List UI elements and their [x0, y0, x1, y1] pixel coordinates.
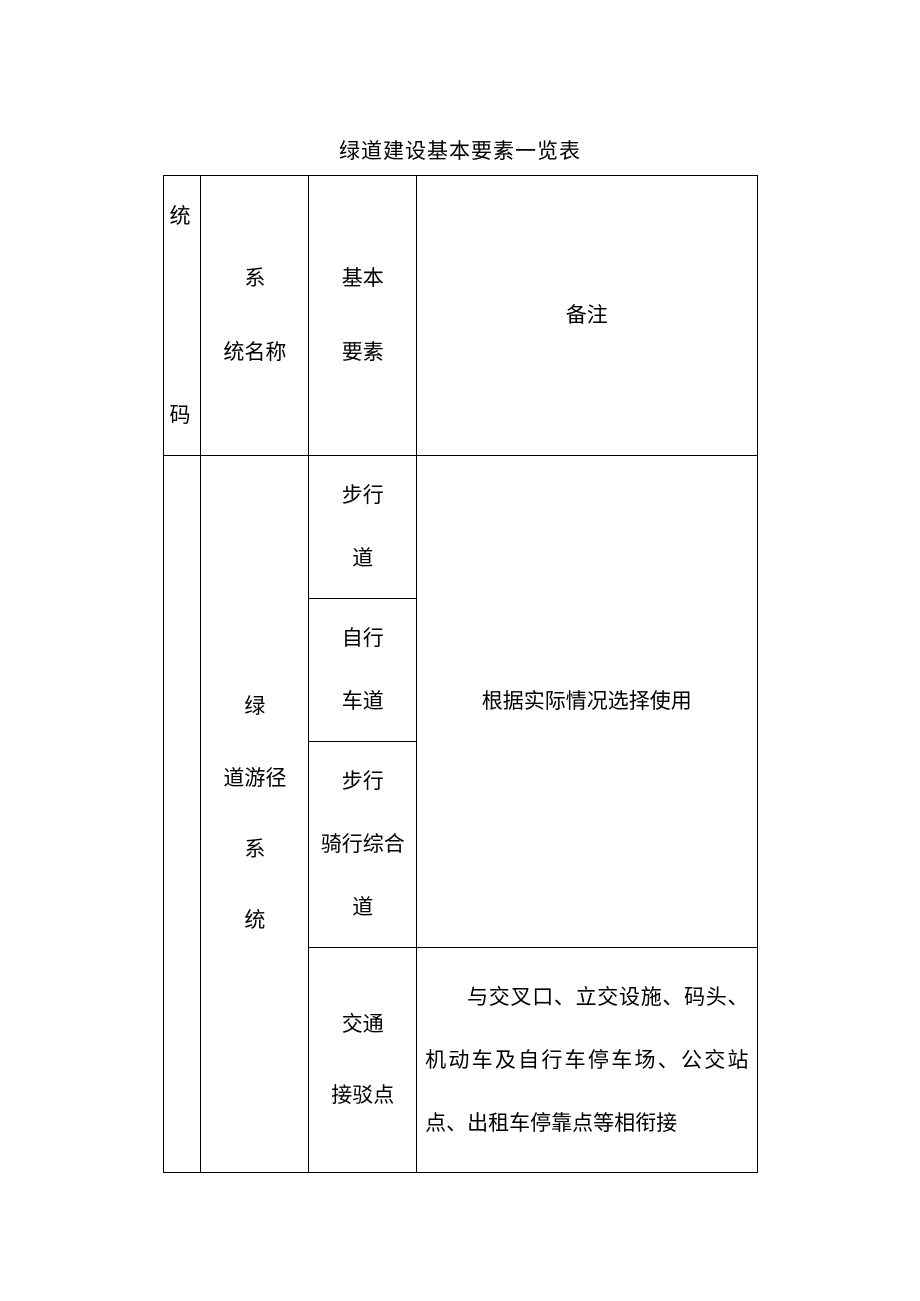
elem1-l1: 步行: [342, 464, 384, 527]
sysname-l4: 统: [244, 885, 265, 956]
elem4-l2: 接驳点: [331, 1060, 394, 1131]
header-elem-l2: 要素: [342, 316, 384, 390]
cell-system-name: 绿 道游径 系 统: [201, 456, 309, 1173]
table-title: 绿道建设基本要素一览表: [339, 135, 581, 165]
header-code: 统 码: [163, 176, 201, 456]
elem4-l1: 交通: [342, 989, 384, 1060]
header-basic-element: 基本 要素: [309, 176, 417, 456]
cell-remark-choice: 根据实际情况选择使用: [417, 456, 757, 948]
cell-element-walkway: 步行 道: [309, 456, 417, 599]
header-elem-l1: 基本: [342, 242, 384, 316]
elem2-l1: 自行: [342, 607, 384, 670]
elem3-l3: 道: [352, 876, 373, 939]
header-row: 统 码 系 统名称 基本 要素 备注: [163, 176, 757, 456]
greenway-table: 统 码 系 统名称 基本 要素 备注 绿 道游径 系 统: [163, 175, 758, 1173]
remark-transit-text: 与交叉口、立交设施、码头、机动车及自行车停车场、公交站点、出租车停靠点等相衔接: [425, 966, 748, 1155]
header-sys-l2: 统名称: [223, 316, 286, 390]
header-system-name: 系 统名称: [201, 176, 309, 456]
elem2-l2: 车道: [342, 670, 384, 733]
sysname-l3: 系: [244, 814, 265, 885]
table-row: 绿 道游径 系 统 步行 道 根据实际情况选择使用: [163, 456, 757, 599]
elem3-l2: 骑行综合: [321, 813, 405, 876]
cell-code: [163, 456, 201, 1173]
elem1-l2: 道: [352, 527, 373, 590]
cell-remark-transit: 与交叉口、立交设施、码头、机动车及自行车停车场、公交站点、出租车停靠点等相衔接: [417, 948, 757, 1173]
sysname-l2: 道游径: [223, 743, 286, 814]
header-code-bottom: 码: [170, 405, 191, 426]
cell-element-bikelane: 自行 车道: [309, 599, 417, 742]
cell-element-transit: 交通 接驳点: [309, 948, 417, 1173]
elem3-l1: 步行: [342, 750, 384, 813]
header-code-top: 统: [170, 206, 191, 227]
header-remark: 备注: [417, 176, 757, 456]
sysname-l1: 绿: [244, 671, 265, 742]
cell-element-combined: 步行 骑行综合 道: [309, 742, 417, 948]
header-sys-l1: 系: [244, 242, 265, 316]
